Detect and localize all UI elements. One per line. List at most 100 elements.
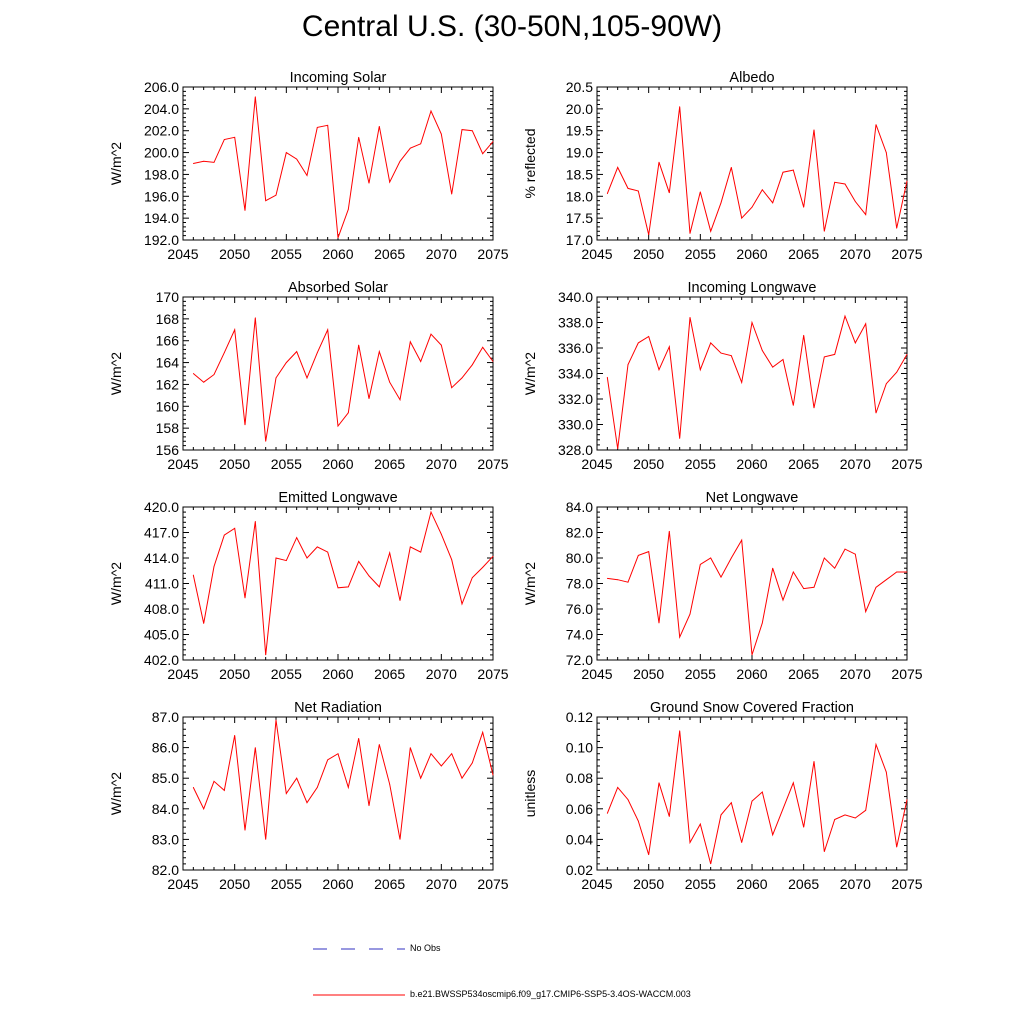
albedo-ytick-label: 17.5	[566, 210, 593, 226]
ground-snow-covered-fraction-data-point	[720, 814, 722, 816]
albedo-ylabel: % reflected	[522, 128, 538, 198]
incoming-longwave-data-point	[792, 404, 794, 406]
absorbed-solar-chart: Absorbed Solar W/m^2 2045 2050 2055 2060 2065 2…	[108, 280, 509, 472]
net-longwave-ytick-label: 74.0	[566, 627, 593, 643]
net-longwave-data-point	[772, 567, 774, 569]
albedo-data-point	[834, 181, 836, 183]
emitted-longwave-data-point	[461, 603, 463, 605]
incoming-solar-data-point	[254, 96, 256, 98]
incoming-longwave-data-point	[813, 407, 815, 409]
ground-snow-covered-fraction-data-point	[658, 782, 660, 784]
incoming-longwave-ylabel: W/m^2	[522, 352, 538, 395]
ground-snow-covered-fraction-data-point	[679, 730, 681, 732]
incoming-longwave-xtick-label: 2045	[581, 456, 612, 472]
incoming-solar-data-point	[306, 175, 308, 176]
legend-obs-label: No Obs	[410, 943, 441, 953]
incoming-longwave-data-point	[699, 369, 701, 371]
emitted-longwave-data-point	[451, 559, 453, 561]
ground-snow-covered-fraction-frame	[596, 716, 908, 871]
ground-snow-covered-fraction-data-point	[854, 817, 856, 819]
absorbed-solar-data-point	[440, 344, 442, 346]
absorbed-solar-xtick-label: 2065	[374, 456, 405, 472]
net-longwave-title: Net Longwave	[706, 490, 799, 506]
absorbed-solar-data-point	[327, 329, 329, 331]
net-radiation-data-point	[389, 783, 391, 785]
incoming-longwave-data-point	[772, 366, 774, 368]
ground-snow-covered-fraction-data-point	[761, 791, 763, 793]
emitted-longwave-xtick-label: 2050	[219, 666, 250, 682]
emitted-longwave-ytick-label: 405.0	[144, 627, 179, 643]
net-radiation-data-point	[358, 738, 360, 739]
albedo-xtick-label: 2075	[891, 246, 922, 262]
emitted-longwave-data-point	[492, 555, 494, 557]
absorbed-solar-ytick-label: 164	[156, 355, 180, 371]
absorbed-solar-data-point	[254, 317, 256, 319]
ground-snow-covered-fraction-data-point	[617, 786, 619, 788]
albedo-data-point	[813, 129, 815, 131]
emitted-longwave-xtick-label: 2065	[374, 666, 405, 682]
absorbed-solar-data-point	[244, 424, 246, 426]
net-radiation-xtick-label: 2045	[167, 876, 198, 892]
absorbed-solar-data-point	[368, 398, 370, 400]
net-longwave-ytick-label: 76.0	[566, 601, 593, 617]
albedo-data-point	[637, 190, 639, 192]
absorbed-solar-ytick-label: 158	[156, 420, 180, 436]
albedo-data-point	[617, 167, 619, 168]
net-radiation-data-point	[461, 777, 463, 779]
net-longwave-data-point	[885, 579, 887, 581]
albedo-title: Albedo	[729, 70, 774, 86]
net-longwave-data-point	[627, 581, 629, 583]
absorbed-solar-data-point	[275, 377, 277, 379]
incoming-longwave-data-point	[648, 336, 650, 337]
ground-snow-covered-fraction-title: Ground Snow Covered Fraction	[650, 700, 854, 716]
incoming-solar-data-point	[213, 162, 215, 163]
net-longwave-data-point	[730, 557, 732, 559]
incoming-longwave-data-point	[710, 342, 712, 344]
incoming-solar-data-point	[482, 153, 484, 155]
emitted-longwave-data-point	[203, 623, 205, 624]
net-longwave-ytick-label: 80.0	[566, 550, 593, 566]
net-longwave-data-point	[648, 551, 650, 553]
incoming-longwave-data-point	[854, 342, 856, 344]
albedo-data-point	[710, 230, 712, 232]
incoming-longwave-data-point	[689, 317, 691, 318]
net-longwave-data-point	[741, 539, 743, 541]
incoming-solar-data-point	[265, 200, 267, 202]
incoming-solar-data-point	[492, 141, 494, 143]
absorbed-solar-data-point	[420, 361, 422, 362]
incoming-solar-xtick-label: 2050	[219, 246, 250, 262]
incoming-solar-data-point	[451, 193, 453, 195]
net-longwave-data-point	[792, 571, 794, 573]
incoming-solar-data-point	[285, 152, 287, 153]
absorbed-solar-data-point	[451, 387, 453, 389]
incoming-longwave-xtick-label: 2065	[788, 456, 819, 472]
emitted-longwave-data-point	[389, 552, 391, 554]
absorbed-solar-data-point	[203, 381, 205, 383]
net-longwave-ytick-label: 82.0	[566, 525, 593, 541]
incoming-longwave-ytick-label: 338.0	[558, 315, 593, 331]
incoming-longwave-xtick-label: 2075	[891, 456, 922, 472]
net-radiation-data-point	[471, 762, 473, 764]
albedo-data-point	[854, 201, 856, 202]
absorbed-solar-ytick-label: 162	[156, 376, 180, 392]
absorbed-solar-data-point	[378, 351, 380, 353]
incoming-solar-data-point	[203, 160, 205, 162]
albedo-ytick-label: 20.5	[566, 79, 593, 95]
absorbed-solar-series-line	[192, 317, 494, 442]
incoming-solar-ytick-label: 202.0	[144, 123, 179, 139]
emitted-longwave-data-point	[471, 577, 473, 578]
incoming-solar-title: Incoming Solar	[290, 70, 387, 86]
albedo-data-point	[658, 161, 660, 163]
ground-snow-covered-fraction-data-point	[896, 846, 898, 848]
incoming-solar-data-point	[430, 110, 432, 112]
net-radiation-data-point	[420, 777, 422, 779]
incoming-longwave-data-point	[834, 353, 836, 355]
incoming-longwave-frame	[596, 296, 908, 451]
net-radiation-data-point	[399, 839, 401, 840]
net-radiation-data-point	[316, 786, 318, 788]
net-radiation-data-point	[275, 719, 277, 721]
net-longwave-xtick-label: 2065	[788, 666, 819, 682]
emitted-longwave-xtick-label: 2060	[322, 666, 353, 682]
incoming-solar-xtick-label: 2075	[477, 246, 508, 262]
albedo-data-point	[741, 217, 743, 219]
